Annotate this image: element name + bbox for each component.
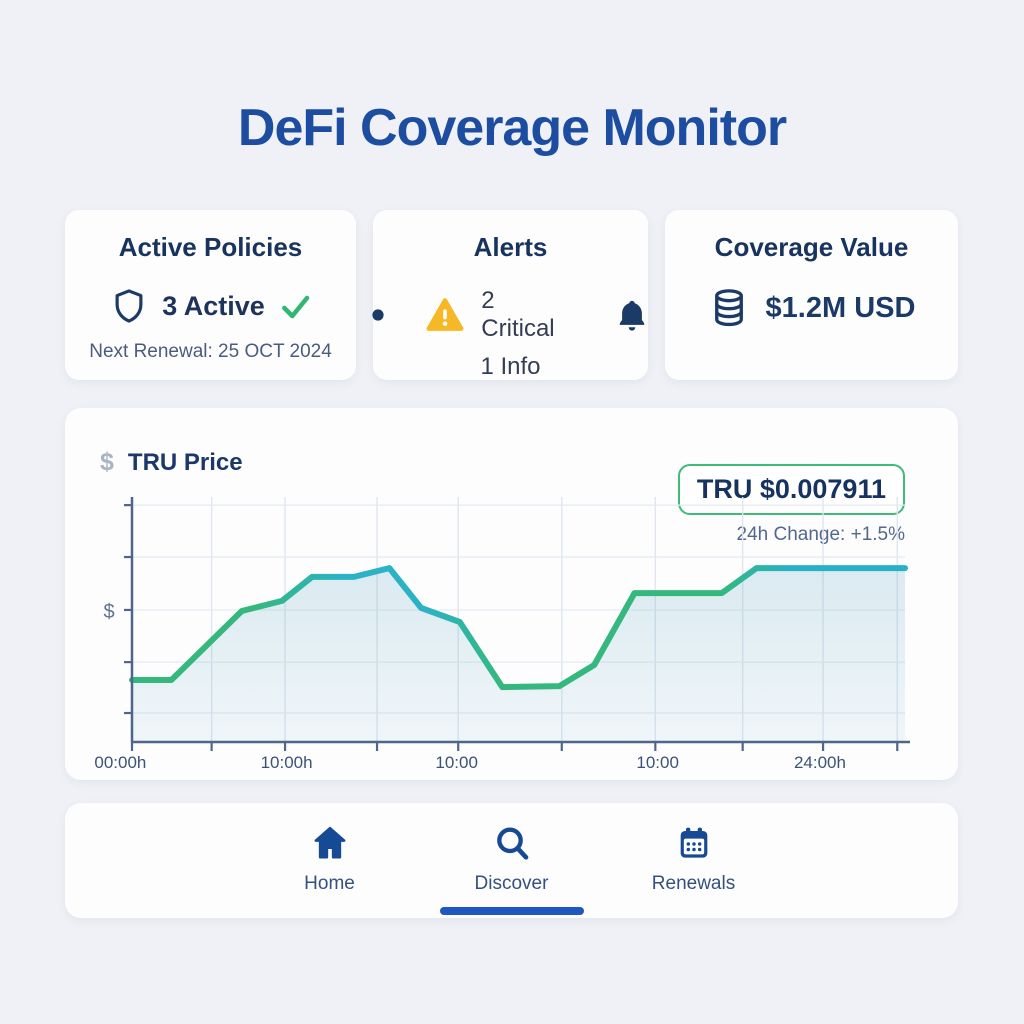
- svg-text:10:00h: 10:00h: [261, 753, 313, 772]
- active-tab-underline: [440, 907, 584, 915]
- home-icon: [310, 823, 350, 863]
- info-alerts-text: 1 Info: [480, 353, 541, 380]
- bottom-nav: Home Discover: [65, 803, 958, 918]
- nav-item-discover[interactable]: Discover: [446, 803, 578, 918]
- svg-text:00:00h: 00:00h: [94, 753, 146, 772]
- price-area-chart: 00:00h 10:00h 10:00 10:00 24:00h $: [94, 497, 910, 772]
- alerts-title: Alerts: [473, 232, 548, 262]
- svg-text:$: $: [103, 601, 114, 623]
- nav-label-renewals: Renewals: [651, 873, 736, 894]
- nav-item-home[interactable]: Home: [264, 803, 396, 918]
- change-24h-text: 24h Change: +1.5%: [736, 524, 906, 545]
- coverage-value-card: Coverage Value $1.2M USD: [665, 210, 958, 380]
- warning-icon: [425, 295, 465, 335]
- tru-price-chart-card: $ TRU Price TRU $0.007911 24h Change: +1…: [65, 408, 958, 780]
- bell-icon: [614, 297, 650, 333]
- active-policies-title: Active Policies: [118, 232, 303, 262]
- search-icon: [492, 823, 532, 863]
- chart-title: TRU Price: [127, 448, 243, 476]
- coins-stack-icon: [708, 287, 750, 329]
- calendar-icon: [674, 823, 714, 863]
- svg-text:24:00h: 24:00h: [794, 753, 846, 772]
- price-badge: TRU $0.007911: [677, 464, 905, 515]
- active-policies-card: Active Policies 3 Active Next Renewal: 2…: [65, 210, 356, 380]
- svg-text:10:00: 10:00: [435, 753, 478, 772]
- page-title: DeFi Coverage Monitor: [237, 99, 787, 157]
- nav-label-discover: Discover: [474, 873, 549, 894]
- coverage-value-title: Coverage Value: [714, 232, 909, 262]
- bullet-dot-icon: [371, 308, 385, 322]
- shield-icon: [110, 287, 148, 325]
- alerts-card: Alerts 2 Critical 1 Info: [371, 210, 650, 380]
- svg-text:10:00: 10:00: [636, 753, 679, 772]
- nav-item-renewals[interactable]: Renewals: [628, 803, 760, 918]
- coverage-value-amount: $1.2M USD: [765, 291, 916, 324]
- dollar-icon: $: [100, 448, 114, 476]
- next-renewal-text: Next Renewal: 25 OCT 2024: [89, 341, 332, 362]
- critical-alerts-text: 2 Critical: [481, 287, 555, 342]
- nav-label-home: Home: [304, 873, 355, 894]
- check-icon: [279, 290, 311, 322]
- active-policies-status: 3 Active: [162, 290, 265, 321]
